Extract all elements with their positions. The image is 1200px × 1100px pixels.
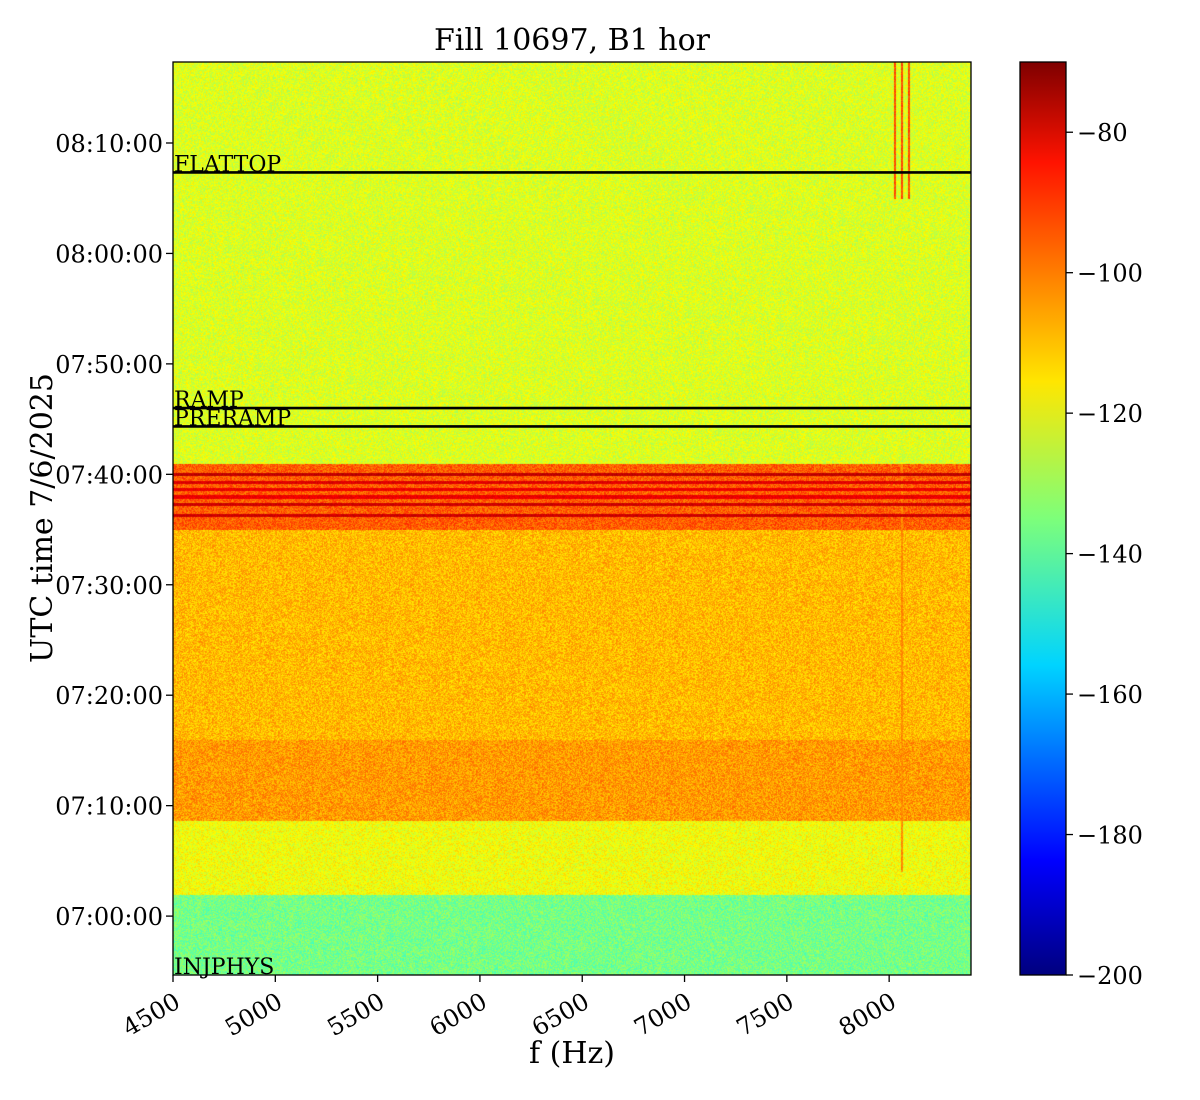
phase-marker-label: RAMP xyxy=(174,388,244,413)
plot-frame xyxy=(172,61,972,976)
y-tick-label: 07:00:00 xyxy=(55,903,163,931)
colorbar-tick-label: −160 xyxy=(1077,681,1143,709)
x-tick-label: 4500 xyxy=(118,987,185,1042)
colorbar-tick-label: −100 xyxy=(1077,260,1143,288)
x-tick-label: 7000 xyxy=(629,987,696,1042)
phase-marker-label: INJPHYS xyxy=(174,955,274,980)
spectrogram-heatmap xyxy=(173,62,971,975)
colorbar: −80 −100 −120 −140 −160 −180 −200 xyxy=(1019,61,1143,990)
chart-title: Fill 10697, B1 hor xyxy=(434,23,711,58)
y-axis-label: UTC time 7/6/2025 xyxy=(25,373,60,663)
x-tick-label: 5000 xyxy=(220,987,287,1042)
phase-marker-label: PRERAMP xyxy=(174,406,291,431)
colorbar-tick-label: −80 xyxy=(1077,119,1128,147)
colorbar-tick-label: −140 xyxy=(1077,541,1143,569)
x-tick-label: 6500 xyxy=(527,987,594,1042)
y-tick-label: 07:20:00 xyxy=(55,682,163,710)
x-tick-label: 5500 xyxy=(323,987,390,1042)
x-axis-label: f (Hz) xyxy=(529,1036,615,1071)
x-tick-label: 6000 xyxy=(425,987,492,1042)
y-tick-label: 08:10:00 xyxy=(55,130,163,158)
colorbar-tick-label: −200 xyxy=(1077,962,1143,990)
phase-marker-label: FLATTOP xyxy=(174,152,281,177)
y-axis: 07:00:00 07:10:00 07:20:00 07:30:00 07:40:00… xyxy=(55,130,173,931)
y-tick-label: 07:50:00 xyxy=(55,351,163,379)
x-tick-label: 7500 xyxy=(732,987,799,1042)
colorbar-tick-label: −120 xyxy=(1077,400,1143,428)
y-tick-label: 07:30:00 xyxy=(55,572,163,600)
colorbar-tick-label: −180 xyxy=(1077,822,1143,850)
phase-marker-lines xyxy=(173,171,971,428)
x-axis: 4500 5000 5500 6000 6500 7000 7500 8000 xyxy=(118,975,901,1042)
colorbar-ticks: −80 −100 −120 −140 −160 −180 −200 xyxy=(1066,119,1143,990)
y-tick-label: 08:00:00 xyxy=(55,240,163,268)
x-tick-label: 8000 xyxy=(834,987,901,1042)
y-tick-label: 07:10:00 xyxy=(55,793,163,821)
y-tick-label: 07:40:00 xyxy=(55,461,163,489)
colorbar-gradient xyxy=(1019,61,1067,976)
